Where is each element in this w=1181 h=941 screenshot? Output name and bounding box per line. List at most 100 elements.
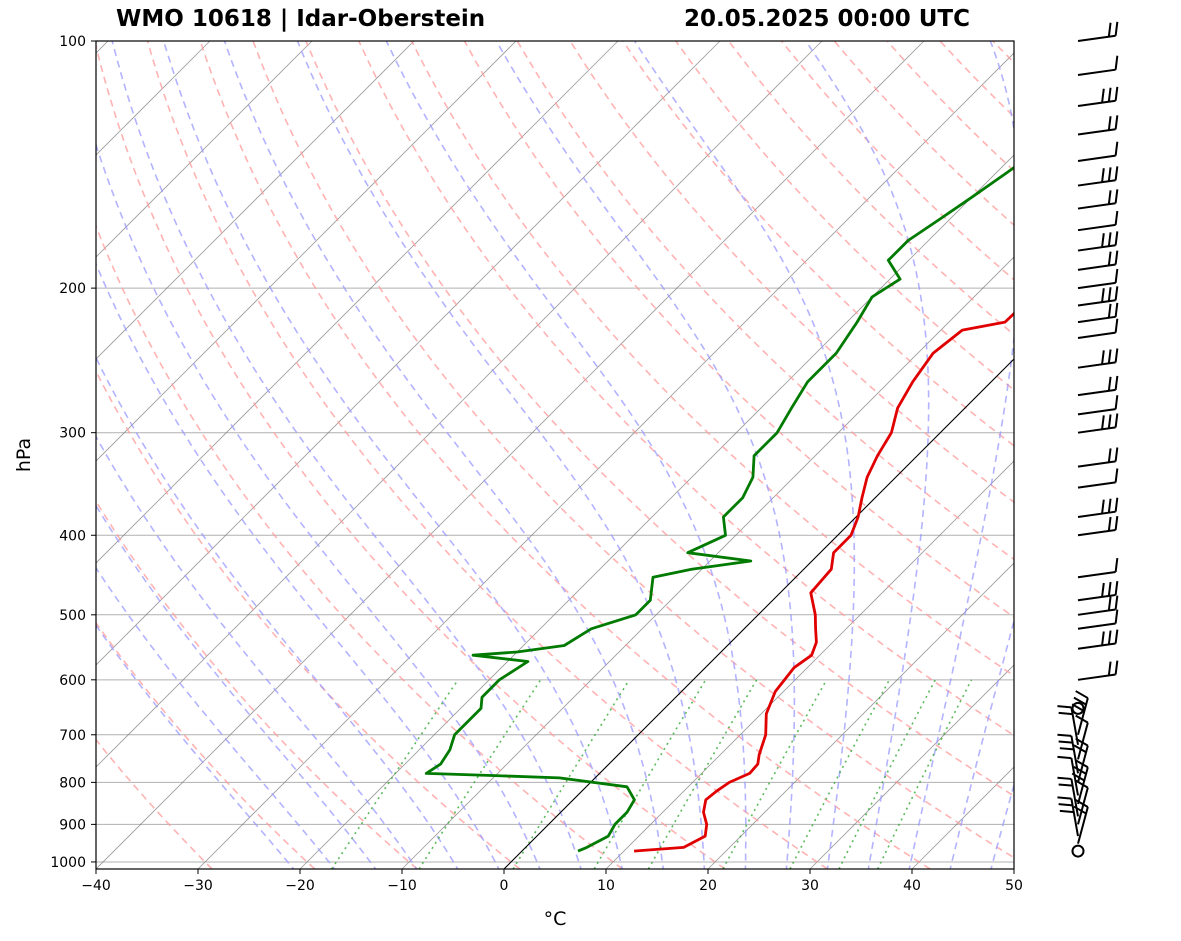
mixing-ratio-line [789, 679, 891, 869]
dry-adiabat [199, 41, 931, 869]
moist-adiabat [949, 617, 1014, 869]
x-axis-label: °C [544, 908, 567, 930]
chart-title-station: WMO 10618 | Idar-Oberstein [116, 6, 486, 32]
wind-barb [1077, 286, 1119, 307]
zero-isotherm-line [503, 358, 1014, 869]
isotherm-gridline [96, 41, 517, 462]
wind-barb [1077, 395, 1119, 416]
wind-barb [1077, 447, 1119, 468]
moist-adiabat [908, 41, 1014, 869]
isotherm-gridline [96, 41, 313, 258]
wind-barb [1077, 468, 1119, 489]
isotherm-gridline [96, 41, 925, 869]
x-tick-label: 50 [1005, 878, 1023, 894]
wind-barb [1077, 302, 1119, 324]
moist-adiabat [96, 356, 459, 869]
isotherm-gridline [96, 41, 823, 768]
x-tick-label: −30 [183, 878, 213, 894]
wind-barb [1077, 268, 1119, 290]
wind-barb [1077, 189, 1119, 210]
dry-adiabat [939, 41, 1014, 118]
wind-barb [1077, 55, 1119, 76]
moist-adiabat [96, 142, 541, 869]
dry-adiabat [780, 41, 1014, 281]
wind-barb [1077, 515, 1119, 537]
y-tick-label: 1000 [50, 855, 86, 871]
mixing-ratio-line [593, 679, 707, 869]
dry-adiabat [96, 499, 418, 869]
y-tick-label: 800 [59, 775, 86, 791]
mixing-ratio-line [331, 679, 459, 869]
dry-adiabat [569, 41, 1014, 504]
wind-barb [1077, 348, 1119, 369]
moist-adiabat [96, 435, 418, 869]
wind-barb [1077, 86, 1119, 107]
wind-barb [1077, 660, 1119, 681]
isotherm-gridline [401, 256, 1014, 869]
x-tick-label: −40 [81, 878, 111, 894]
moist-adiabat [296, 41, 706, 869]
y-tick-label: 400 [59, 528, 86, 544]
dry-adiabat [1046, 41, 1181, 869]
y-tick-label: 200 [59, 281, 86, 297]
x-tick-label: −10 [387, 878, 417, 894]
chart-title-datetime: 20.05.2025 00:00 UTC [684, 6, 970, 32]
y-tick-label: 600 [59, 673, 86, 689]
dry-adiabat [833, 41, 1014, 227]
x-tick-label: 40 [903, 878, 921, 894]
isotherm-gridline [1013, 868, 1014, 869]
y-tick-label: 700 [59, 728, 86, 744]
wind-barb [1077, 595, 1119, 616]
mixing-ratio-line [838, 679, 937, 869]
wind-barb [1077, 166, 1119, 187]
x-tick-label: 0 [500, 878, 509, 894]
y-tick-label: 500 [59, 608, 86, 624]
x-tick-label: 10 [597, 878, 615, 894]
wind-barb [1077, 115, 1119, 136]
dry-adiabat [675, 41, 1014, 391]
wind-barb [1077, 318, 1119, 339]
x-tick-label: 20 [699, 878, 717, 894]
wind-calm-circle [1071, 844, 1085, 858]
wind-barb [1077, 413, 1119, 434]
wind-barb [1077, 557, 1119, 579]
wind-barb [1057, 755, 1079, 796]
wind-barb [1077, 609, 1119, 630]
moist-adiabat [385, 41, 747, 869]
mixing-ratio-line [876, 679, 973, 869]
dry-adiabat [727, 41, 1014, 336]
moist-adiabat [96, 504, 377, 869]
moist-adiabat [633, 41, 856, 869]
isotherm-gridline [605, 460, 1014, 869]
wind-barb [1077, 210, 1119, 232]
mixing-ratio-line [418, 679, 542, 869]
y-tick-label: 100 [59, 34, 86, 50]
y-axis-label: hPa [13, 438, 35, 472]
dry-adiabat [252, 41, 1014, 859]
wind-barb [1077, 250, 1119, 271]
dry-adiabat [96, 369, 521, 869]
isotherm-gridline [197, 52, 1014, 869]
dry-adiabat [96, 42, 726, 869]
wind-barb [1077, 497, 1119, 518]
moist-adiabat [96, 566, 336, 869]
wind-calm-circle [1071, 701, 1085, 715]
wind-barb [1057, 705, 1079, 745]
dry-adiabat [305, 41, 1014, 797]
x-tick-label: −20 [285, 878, 315, 894]
wind-barb [1077, 21, 1119, 42]
moist-adiabat [162, 41, 624, 869]
y-tick-label: 300 [59, 426, 86, 442]
moist-adiabat [96, 262, 500, 869]
temperature-profile-line [633, 311, 1014, 853]
wind-barb [1077, 375, 1119, 397]
wind-barb [1057, 796, 1079, 837]
axes: −40 −30 −20 −10 0 10 20 30 40 50 1000 900 800 700 600 5… [13, 34, 1023, 930]
plot-data [424, 165, 1014, 869]
dry-adiabat [96, 224, 623, 869]
moist-adiabat [96, 624, 295, 869]
isotherm-gridline [96, 41, 619, 564]
x-tick-label: 30 [801, 878, 819, 894]
isotherm-gridline [707, 562, 1014, 869]
